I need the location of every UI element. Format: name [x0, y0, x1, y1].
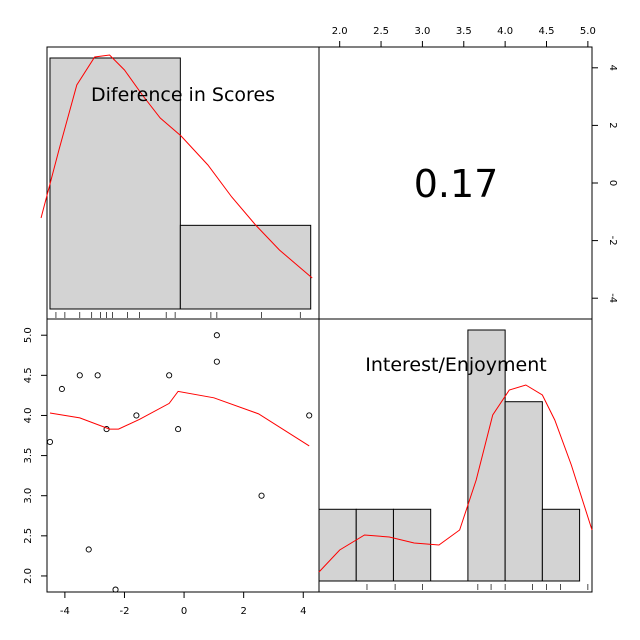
hist-bar [318, 508, 357, 582]
axis-tick-label: 5.0 [580, 26, 596, 37]
axis-tick-label: 2.0 [23, 568, 34, 584]
axis-tick-label: 4 [607, 65, 618, 71]
axis-tick-label: 4.5 [23, 367, 34, 383]
axis-tick-label: 4 [300, 606, 306, 617]
axis-tick-label: 3.5 [23, 448, 34, 464]
axis-tick-label: -4 [607, 293, 618, 303]
axis-tick-label: 0 [607, 180, 618, 186]
axis-tick-label: -4 [60, 606, 70, 617]
scatter-point [306, 412, 313, 419]
hist-bar [541, 508, 581, 582]
axis-bottom-difference: -4 -2 0 2 4 [60, 591, 306, 617]
hist-bar [49, 57, 181, 310]
axis-tick-label: 0 [181, 606, 187, 617]
axis-tick-label: 5.0 [23, 327, 34, 343]
scatter-point [166, 372, 173, 379]
axis-right-difference: 4 2 0 -2 -4 [591, 65, 618, 303]
hist-bar [179, 224, 312, 310]
scatter-point [213, 332, 220, 339]
density-curve [40, 54, 313, 279]
hist-bar [392, 508, 432, 582]
axis-tick-label: 3.5 [456, 26, 472, 37]
axis-tick-label: 2 [607, 122, 618, 128]
correlation-value: 0.17 [414, 162, 499, 206]
scatter-point [213, 358, 220, 365]
axis-tick-label: 4.0 [23, 408, 34, 424]
scatter-panel [46, 332, 313, 593]
axis-tick-label: 3.0 [23, 488, 34, 504]
panel-frame-bottom-right [318, 318, 593, 593]
density-curve [318, 384, 593, 573]
axis-top-interest: 2.0 2.5 3.0 3.5 4.0 4.5 5.0 [332, 26, 596, 48]
scatter-point [85, 546, 92, 553]
scatter-point [133, 412, 140, 419]
axis-tick-label: 3.0 [414, 26, 430, 37]
axis-tick-label: 2.5 [23, 528, 34, 544]
scatter-point [58, 385, 65, 393]
scatter-point [94, 372, 101, 379]
axis-tick-label: 2 [240, 606, 246, 617]
variable-label-interest: Interest/Enjoyment [365, 354, 547, 376]
scatter-point [76, 372, 83, 379]
axis-tick-label: 2.0 [332, 26, 348, 37]
hist-bar [504, 401, 543, 582]
axis-tick-label: 2.5 [373, 26, 389, 37]
scatter-point [258, 492, 265, 499]
hist-bar [467, 329, 506, 582]
scatter-point [175, 426, 182, 433]
axis-tick-label: -2 [607, 236, 618, 246]
histogram-interest-enjoyment [318, 329, 593, 590]
hist-bar [355, 508, 394, 582]
axis-tick-label: 4.0 [497, 26, 513, 37]
smooth-line [49, 390, 310, 447]
variable-label-difference: Diference in Scores [91, 84, 275, 106]
axis-left-interest: 2.0 2.5 3.0 3.5 4.0 4.5 5.0 [23, 327, 48, 584]
axis-tick-label: 4.5 [539, 26, 555, 37]
correlation-panel: 0.17 [414, 162, 499, 206]
histogram-difference-in-scores [40, 54, 313, 318]
axis-tick-label: -2 [119, 606, 129, 617]
